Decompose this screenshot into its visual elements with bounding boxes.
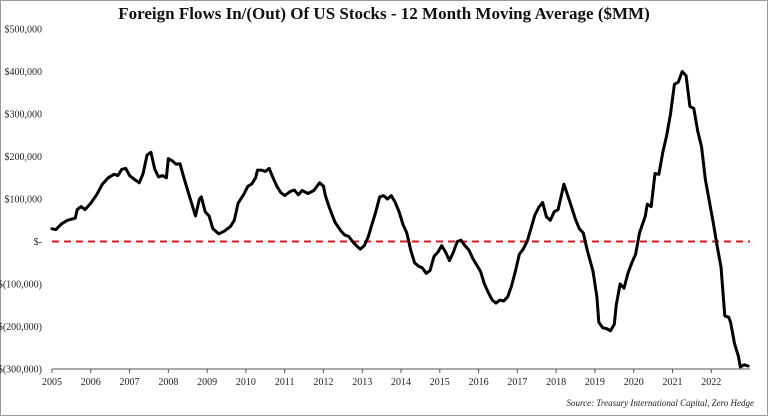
y-tick-label: $100,000 [5,195,43,206]
y-tick-label: $(100,000) [0,280,42,291]
y-tick-label: $- [34,237,42,248]
y-tick-label: $300,000 [5,110,43,121]
x-tick-label: 2015 [430,377,450,388]
x-tick-label: 2011 [275,377,295,388]
y-axis: $500,000 $400,000 $300,000 $200,000 $100,000… [0,25,42,376]
x-tick-label: 2010 [236,377,256,388]
y-tick-label: $500,000 [5,25,43,36]
x-tick-label: 2022 [701,377,721,388]
x-tick-label: 2016 [469,377,489,388]
chart-title: Foreign Flows In/(Out) Of US Stocks - 12… [118,4,650,23]
x-tick-label: 2020 [624,377,644,388]
x-tick-label: 2019 [585,377,605,388]
y-tick-label: $200,000 [5,152,43,163]
x-tick-label: 2008 [158,377,178,388]
x-tick-label: 2013 [352,377,372,388]
x-tick-label: 2012 [313,377,333,388]
x-axis: 2005 2006 2007 2008 2009 2010 2011 2012 2013 2014… [42,369,721,388]
x-tick-label: 2007 [120,377,140,388]
x-tick-label: 2017 [507,377,527,388]
x-tick-label: 2009 [197,377,217,388]
x-tick-label: 2005 [42,377,62,388]
x-tick-label: 2018 [546,377,566,388]
y-tick-label: $400,000 [5,67,43,78]
x-tick-label: 2006 [81,377,101,388]
x-tick-label: 2014 [391,377,411,388]
y-tick-label: $(300,000) [0,365,42,376]
y-tick-label: $(200,000) [0,322,42,333]
series-line-foreign-flows [50,70,750,369]
x-tick-label: 2021 [662,377,682,388]
source-note: Source: Treasury International Capital, … [566,398,754,408]
